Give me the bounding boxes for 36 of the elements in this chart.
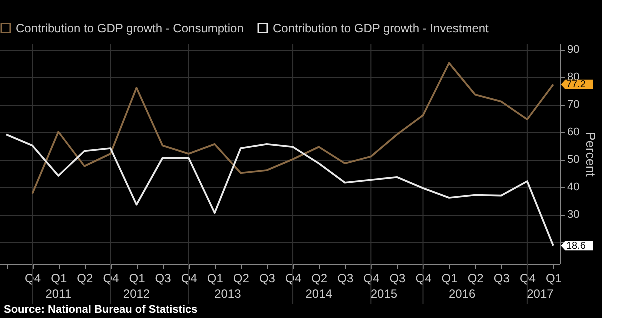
x-tick-label: Q1 [442, 272, 458, 286]
x-tick-label: Q2 [468, 272, 484, 286]
x-tick-label: Q1 [129, 272, 146, 286]
source-note: Source: National Bureau of Statistics [4, 304, 198, 316]
y-axis-title: Percent [584, 132, 599, 178]
text: 2015 [370, 287, 398, 301]
line-series [32, 62, 554, 195]
x-tick-label: Q3 [155, 272, 172, 286]
text: 2013 [214, 287, 242, 301]
text: 2012 [123, 287, 150, 301]
y-tick-label: 70 [568, 99, 580, 111]
x-tick-label: Q4 [520, 272, 536, 286]
x-tick-label: Q1 [51, 272, 68, 286]
legend-label: Contribution to GDP growth - Investment [273, 21, 490, 36]
x-tick-label: Q2 [233, 272, 250, 286]
y-tick-label: 60 [568, 126, 580, 138]
x-tick-label: Q3 [494, 272, 510, 286]
y-tick-label: 90 [568, 44, 580, 56]
y-tick-label: 40 [568, 182, 580, 194]
y-tick-label: 30 [568, 209, 580, 221]
x-tick-label: Q2 [77, 272, 94, 286]
x-tick-label: Q1 [207, 272, 224, 286]
text: 2016 [448, 287, 476, 301]
x-tick-label: Q3 [338, 272, 354, 286]
x-tick-label: Q1 [546, 272, 562, 286]
text: 2014 [306, 287, 333, 301]
data-label: 18.6 [566, 240, 586, 252]
y-tick-label: 50 [568, 154, 580, 166]
text: 2011 [46, 287, 72, 301]
text: 2017 [527, 287, 554, 301]
x-tick-label: Q2 [312, 272, 328, 286]
x-tick-label: Q3 [259, 272, 276, 286]
x-tick-label: Q4 [181, 272, 198, 286]
legend-label: Contribution to GDP growth - Consumption [16, 21, 244, 36]
line-series [6, 134, 554, 247]
x-tick-label: Q3 [390, 272, 406, 286]
